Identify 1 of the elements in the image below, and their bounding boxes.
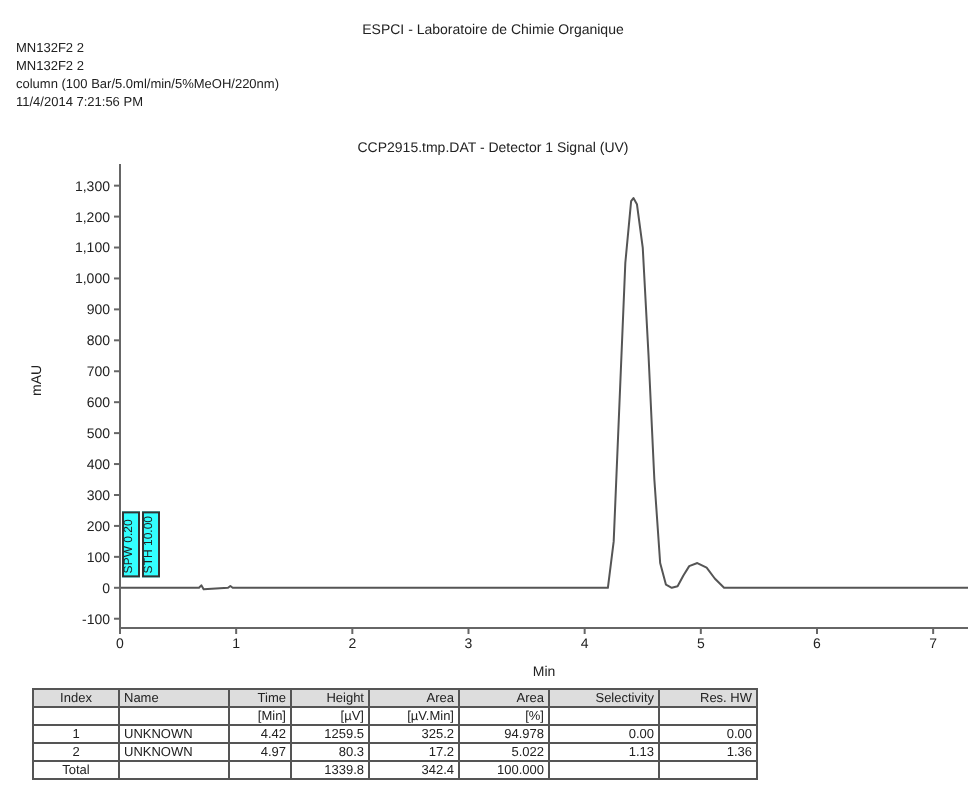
line-series: [120, 197, 968, 591]
